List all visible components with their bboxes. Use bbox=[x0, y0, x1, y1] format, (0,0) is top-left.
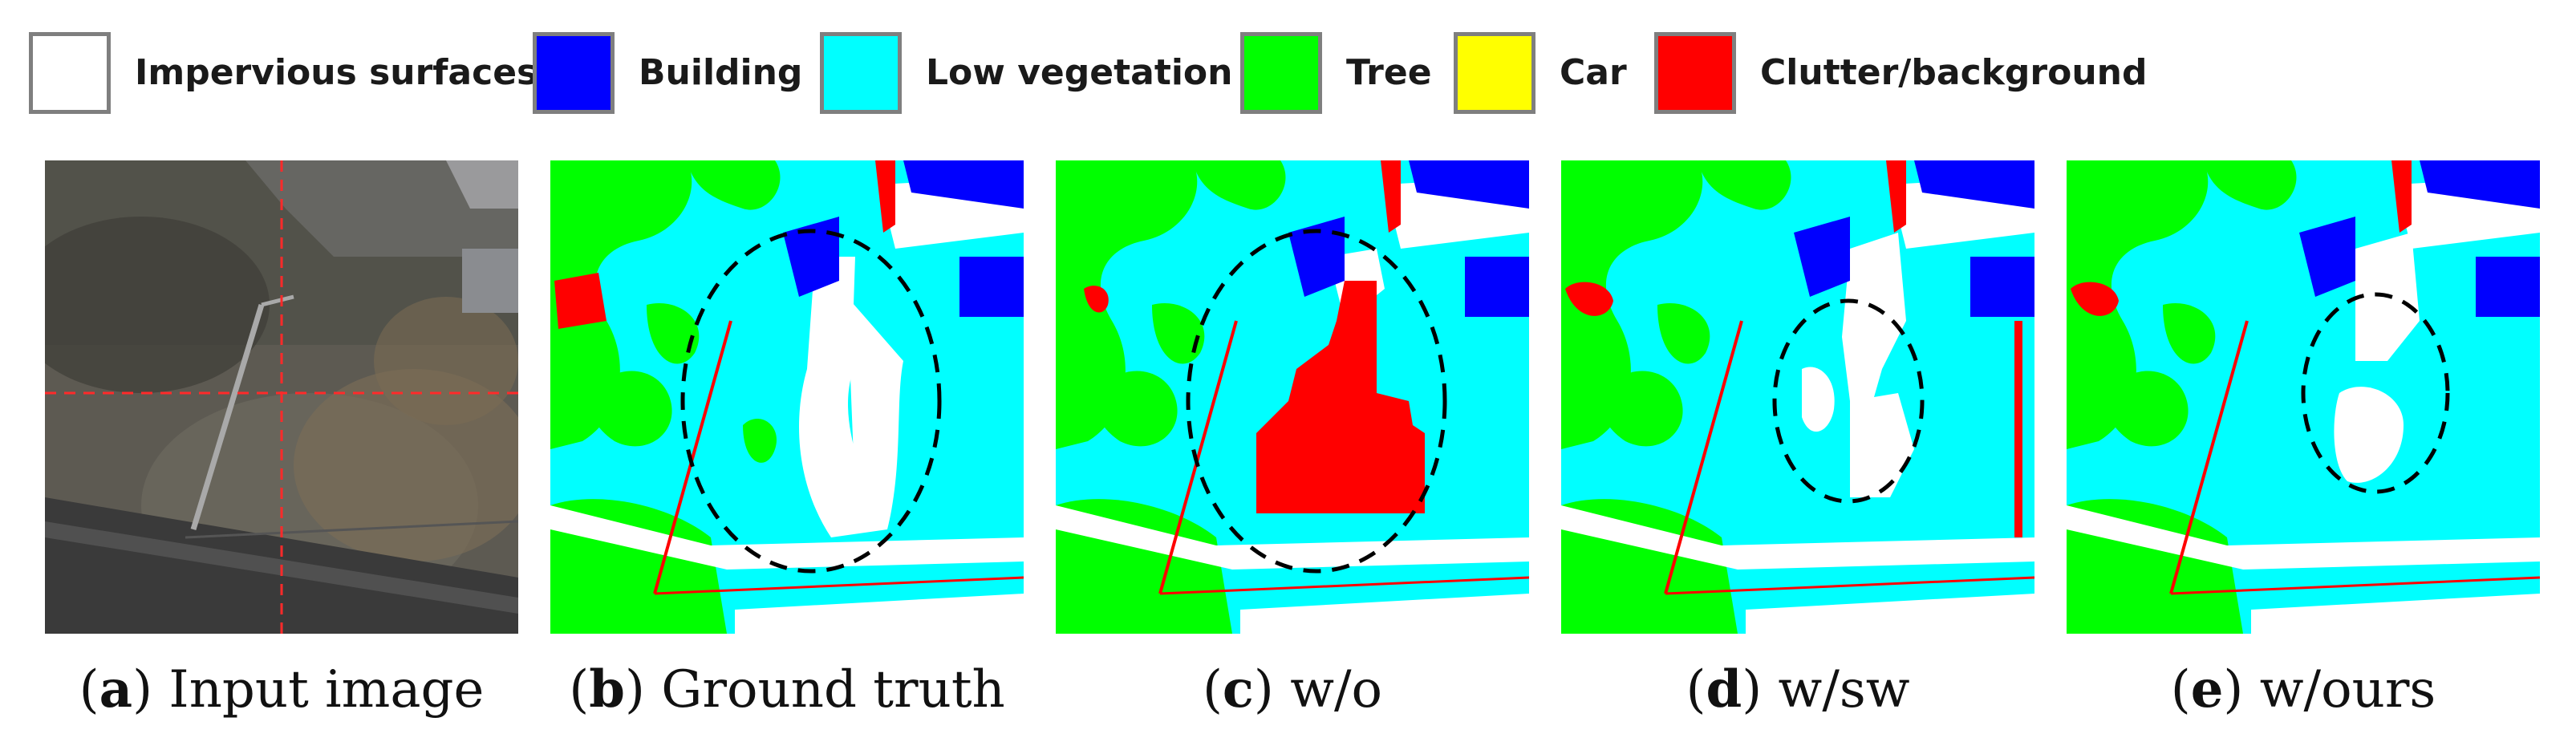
caption-tag: d bbox=[1706, 659, 1742, 720]
with-sw-panel bbox=[1561, 160, 2034, 634]
caption-with-ours: (e) w/ours bbox=[2170, 659, 2436, 720]
legend-label: Low vegetation bbox=[926, 52, 1233, 93]
caption-tag: c bbox=[1222, 659, 1254, 720]
with-sw-segmentation bbox=[1561, 160, 2034, 634]
caption-with-sw: (d) w/sw bbox=[1686, 659, 1910, 720]
with-ours-panel bbox=[2067, 160, 2540, 634]
aerial-photo bbox=[45, 160, 518, 634]
caption-tag: a bbox=[99, 659, 133, 720]
low-vegetation-swatch bbox=[820, 32, 902, 114]
caption-title: Ground truth bbox=[661, 660, 1005, 720]
car-swatch bbox=[1454, 32, 1535, 114]
caption-title: Input image bbox=[168, 660, 485, 720]
caption-tag: e bbox=[2190, 659, 2224, 720]
caption-without: (c) w/o bbox=[1202, 659, 1383, 720]
legend-label: Building bbox=[639, 52, 803, 93]
legend-label: Car bbox=[1560, 52, 1627, 93]
caption-title: w/o bbox=[1290, 660, 1383, 720]
legend-label: Clutter/background bbox=[1760, 52, 2148, 93]
legend-label: Tree bbox=[1346, 52, 1432, 93]
legend: Impervious surfaces Building Low vegetat… bbox=[0, 0, 2576, 152]
caption-title: w/sw bbox=[1778, 660, 1910, 720]
clutter-background-swatch bbox=[1654, 32, 1736, 114]
building-swatch bbox=[533, 32, 615, 114]
with-ours-segmentation bbox=[2067, 160, 2540, 634]
input-image-panel bbox=[45, 160, 518, 634]
without-segmentation bbox=[1056, 160, 1529, 634]
ground-truth-panel bbox=[550, 160, 1024, 634]
caption-input-image: (a) Input image bbox=[79, 659, 485, 720]
caption-ground-truth: (b) Ground truth bbox=[569, 659, 1005, 720]
caption-title: w/ours bbox=[2259, 660, 2436, 720]
legend-label: Impervious surfaces bbox=[135, 52, 538, 93]
caption-tag: b bbox=[589, 659, 625, 720]
ground-truth-segmentation bbox=[550, 160, 1024, 634]
without-panel bbox=[1056, 160, 1529, 634]
impervious-surfaces-swatch bbox=[29, 32, 111, 114]
tree-swatch bbox=[1240, 32, 1322, 114]
